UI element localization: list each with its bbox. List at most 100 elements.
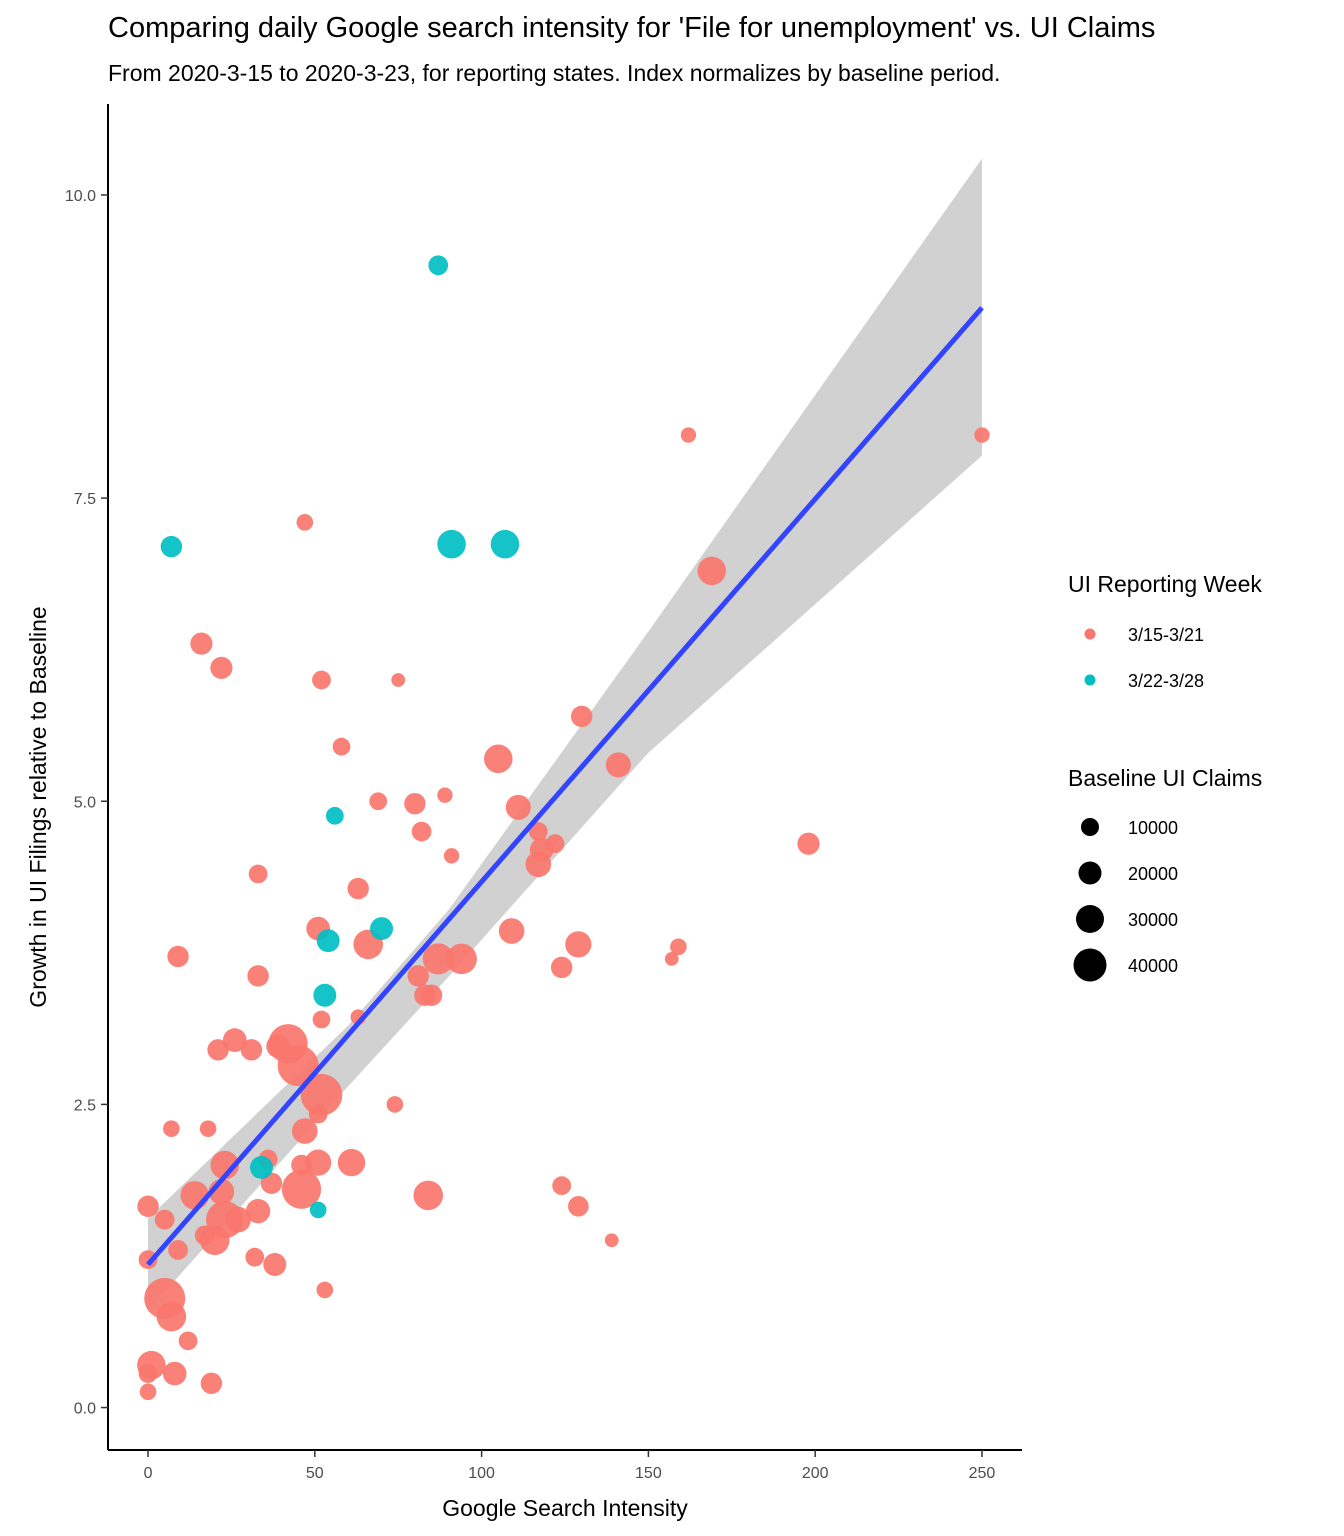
data-point-s0-47 (300, 1073, 343, 1116)
data-point-s0-50 (163, 1120, 180, 1137)
chart-title: Comparing daily Google search intensity … (108, 12, 1156, 44)
data-point-s0-28 (565, 931, 592, 958)
data-point-s0-31 (422, 943, 454, 975)
data-point-s0-63 (413, 1180, 444, 1211)
data-point-s0-80 (178, 1331, 198, 1351)
data-point-s0-12 (437, 787, 453, 803)
data-point-s1-0 (428, 255, 449, 276)
data-point-s0-2 (296, 514, 314, 531)
data-point-s0-1 (974, 427, 990, 443)
data-point-s0-46 (277, 1045, 319, 1087)
regression-line (146, 306, 984, 1267)
data-point-s0-19 (797, 832, 820, 855)
data-point-s0-22 (525, 851, 552, 878)
confidence-band (148, 158, 982, 1311)
y-tick-label: 10.0 (65, 188, 96, 205)
data-point-s0-64 (137, 1195, 159, 1217)
data-point-s0-6 (312, 670, 331, 690)
y-tick-label: 0.0 (74, 1401, 96, 1418)
data-point-s0-13 (369, 792, 388, 811)
y-tick-label: 2.5 (74, 1097, 96, 1114)
points-layer (137, 255, 990, 1401)
data-point-s0-59 (552, 1176, 572, 1196)
fit-line-layer (146, 306, 984, 1267)
data-point-s0-5 (210, 656, 233, 679)
x-tick-label: 150 (635, 1465, 662, 1482)
data-point-s0-34 (550, 956, 573, 979)
data-point-s0-9 (332, 737, 351, 756)
data-point-s0-57 (337, 1148, 366, 1177)
legend-size-key (1078, 861, 1102, 885)
x-tick-label: 50 (306, 1465, 324, 1482)
data-point-s0-56 (305, 1149, 332, 1176)
data-point-s0-49 (308, 1104, 328, 1124)
legend-color-label: 3/22-3/28 (1128, 671, 1204, 691)
data-point-s1-6 (316, 929, 340, 953)
legend-size-title: Baseline UI Claims (1068, 765, 1262, 791)
axes-layer: 0 50 100 150 200 250 0.0 2.5 5.0 7.5 10.0 Google Se… (25, 104, 1022, 1521)
data-point-s0-65 (568, 1195, 589, 1217)
legend-color-title: UI Reporting Week (1068, 571, 1262, 597)
data-point-s0-8 (570, 705, 593, 728)
data-point-s0-26 (498, 918, 525, 944)
data-point-s0-60 (281, 1169, 322, 1209)
data-point-s0-0 (680, 427, 697, 443)
data-point-s0-74 (138, 1250, 158, 1270)
data-point-s0-71 (199, 1225, 230, 1255)
data-point-s0-33 (664, 951, 679, 966)
data-point-s0-11 (605, 752, 631, 778)
data-point-s1-3 (490, 529, 520, 559)
data-point-s1-1 (160, 535, 183, 558)
data-point-s0-85 (139, 1383, 157, 1401)
data-point-s0-15 (505, 794, 531, 820)
legend: UI Reporting Week 3/15-3/21 3/22-3/28 Basel… (1068, 571, 1262, 982)
data-point-s0-21 (443, 848, 460, 864)
legend-color-label: 3/15-3/21 (1128, 625, 1204, 645)
confidence-band-layer (148, 158, 982, 1311)
legend-size-label: 10000 (1128, 818, 1178, 838)
data-point-s1-7 (313, 983, 337, 1007)
data-point-s0-79 (156, 1301, 187, 1332)
data-point-s0-44 (240, 1039, 263, 1061)
data-point-s0-52 (291, 1118, 318, 1144)
data-point-s0-39 (312, 1010, 331, 1029)
data-point-s0-84 (200, 1372, 223, 1395)
data-point-s0-4 (190, 632, 213, 655)
data-point-s0-61 (180, 1181, 209, 1210)
data-point-s0-10 (484, 744, 513, 774)
data-point-s0-54 (210, 1150, 240, 1180)
legend-size-key (1081, 818, 1099, 836)
legend-color-key (1084, 628, 1096, 640)
data-point-s0-72 (604, 1233, 619, 1248)
data-point-s0-41 (222, 1028, 247, 1052)
x-tick-label: 0 (144, 1465, 153, 1482)
x-tick-label: 100 (468, 1465, 495, 1482)
data-point-s0-14 (404, 792, 426, 815)
data-point-s0-24 (347, 877, 369, 900)
data-point-s0-51 (199, 1120, 217, 1137)
data-point-s0-7 (391, 673, 406, 687)
legend-size-label: 40000 (1128, 956, 1178, 976)
data-point-s0-3 (697, 556, 727, 586)
data-point-s0-43 (207, 1039, 229, 1061)
x-axis-title: Google Search Intensity (442, 1495, 688, 1521)
data-point-s0-38 (420, 984, 443, 1006)
chart-subtitle: From 2020-3-15 to 2020-3-23, for reporti… (108, 60, 1001, 86)
data-point-s0-36 (407, 965, 429, 987)
data-point-s1-4 (325, 806, 344, 825)
y-tick-label: 5.0 (74, 794, 96, 811)
data-point-s0-35 (247, 965, 269, 987)
data-point-s1-9 (309, 1201, 327, 1219)
x-tick-label: 200 (802, 1465, 829, 1482)
data-point-s1-8 (249, 1155, 273, 1179)
data-point-s0-66 (245, 1198, 271, 1224)
data-point-s0-75 (245, 1247, 265, 1267)
data-point-s0-16 (411, 821, 432, 842)
data-point-s0-83 (162, 1361, 187, 1386)
x-tick-label: 250 (969, 1465, 996, 1482)
data-point-s0-17 (528, 822, 548, 841)
data-point-s0-32 (446, 943, 477, 975)
data-point-s0-48 (386, 1096, 404, 1113)
legend-color-key (1084, 674, 1096, 686)
